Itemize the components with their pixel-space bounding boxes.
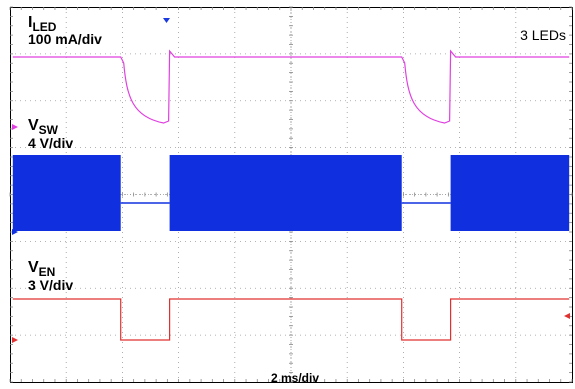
scale-ven: 3 V/div: [28, 277, 73, 293]
scale-vsw: 4 V/div: [28, 135, 73, 151]
label-ven-sub: EN: [39, 265, 56, 279]
trace-vsw-band: [12, 155, 121, 231]
trace-ven: [12, 298, 570, 341]
trigger-marker-top: [163, 18, 170, 23]
svg-text:VSW: VSW: [28, 117, 59, 137]
channel-marker-vsw: [12, 229, 18, 235]
trigger-level-marker: [564, 313, 570, 319]
label-vsw-main: V: [28, 117, 39, 134]
label-iled-sub: LED: [32, 20, 56, 34]
svg-text:ILED: ILED: [28, 14, 57, 34]
trace-vsw-band: [169, 155, 402, 231]
traces: [12, 49, 570, 341]
label-ven: VEN 3 V/div: [28, 259, 73, 293]
label-vsw-sub: SW: [39, 123, 59, 137]
label-vsw: VSW 4 V/div: [28, 117, 73, 151]
time-scale-label: 2 ms/div: [271, 371, 319, 385]
label-ven-main: V: [28, 259, 39, 276]
scale-iled: 100 mA/div: [28, 31, 102, 47]
trace-vsw-band: [450, 155, 570, 231]
trace-iled: [12, 49, 570, 124]
label-iled: ILED 100 mA/div: [28, 14, 102, 47]
annotation-3-leds: 3 LEDs: [520, 27, 566, 43]
svg-text:VEN: VEN: [28, 259, 55, 279]
channel-marker-iled: [12, 124, 18, 130]
label-iled-main: I: [28, 14, 32, 31]
channel-marker-ven: [12, 337, 18, 343]
